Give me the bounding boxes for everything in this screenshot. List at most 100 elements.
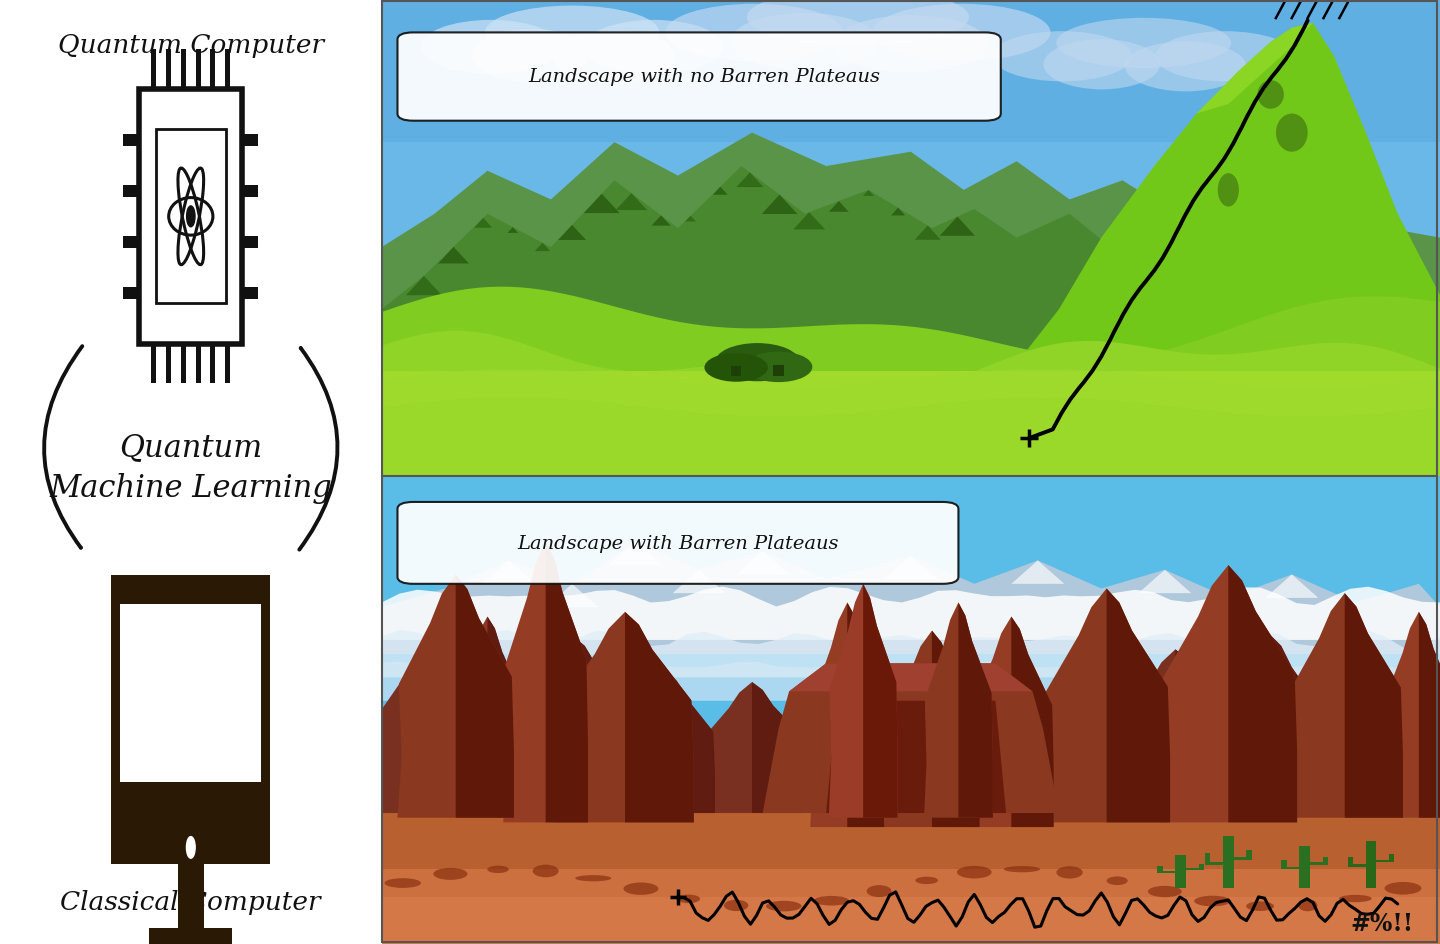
Polygon shape (914, 227, 940, 241)
Bar (196, 345, 200, 384)
Polygon shape (438, 247, 469, 264)
Polygon shape (762, 195, 798, 214)
Bar (181, 345, 186, 384)
Ellipse shape (1155, 32, 1295, 82)
Ellipse shape (916, 877, 937, 885)
Polygon shape (736, 173, 763, 188)
Bar (382, 372, 1440, 477)
Ellipse shape (1218, 174, 1238, 208)
Polygon shape (1011, 561, 1064, 584)
Ellipse shape (472, 29, 589, 83)
Bar (1175, 855, 1187, 888)
Bar (225, 50, 230, 90)
Polygon shape (700, 683, 805, 813)
Bar (732, 366, 742, 377)
Polygon shape (1382, 613, 1440, 818)
Polygon shape (811, 603, 884, 827)
Bar (1187, 868, 1204, 870)
Polygon shape (789, 664, 1032, 692)
Ellipse shape (485, 7, 660, 60)
Ellipse shape (1276, 114, 1308, 153)
Bar (1322, 857, 1328, 865)
Polygon shape (534, 244, 550, 252)
Ellipse shape (553, 31, 674, 85)
Polygon shape (884, 631, 979, 827)
Polygon shape (556, 613, 694, 822)
Text: Classical Computer: Classical Computer (60, 889, 321, 914)
Polygon shape (572, 635, 635, 813)
Polygon shape (482, 561, 536, 584)
Polygon shape (932, 24, 1440, 467)
Ellipse shape (1246, 902, 1274, 911)
Circle shape (716, 344, 799, 382)
Bar (382, 897, 1440, 944)
Polygon shape (1106, 589, 1171, 822)
Polygon shape (455, 575, 514, 818)
Polygon shape (1139, 570, 1191, 594)
Bar (1158, 866, 1162, 873)
Polygon shape (423, 649, 477, 813)
Ellipse shape (1148, 885, 1182, 897)
Bar (382, 869, 1440, 944)
Ellipse shape (1057, 867, 1083, 879)
Ellipse shape (583, 21, 723, 75)
Polygon shape (583, 194, 619, 214)
Polygon shape (1345, 594, 1403, 818)
Ellipse shape (1044, 41, 1161, 91)
Circle shape (187, 207, 194, 228)
Polygon shape (619, 673, 716, 813)
Bar (166, 50, 171, 90)
Polygon shape (382, 372, 1440, 417)
Ellipse shape (766, 901, 802, 911)
Bar (124, 237, 140, 249)
Bar (773, 366, 783, 377)
Ellipse shape (1057, 19, 1231, 69)
Polygon shape (382, 542, 1440, 654)
Ellipse shape (747, 0, 969, 46)
Ellipse shape (384, 878, 420, 888)
Bar (1390, 853, 1394, 862)
Polygon shape (1117, 649, 1234, 813)
Polygon shape (507, 228, 518, 234)
Polygon shape (1197, 24, 1313, 114)
Polygon shape (487, 617, 524, 813)
Polygon shape (1266, 575, 1318, 598)
Circle shape (186, 836, 196, 858)
FancyArrowPatch shape (300, 348, 337, 550)
Bar (242, 237, 258, 249)
Ellipse shape (1257, 81, 1284, 110)
Polygon shape (829, 202, 848, 212)
Polygon shape (504, 542, 588, 822)
Bar (1246, 851, 1251, 860)
Polygon shape (1418, 613, 1440, 818)
Bar (179, 864, 203, 928)
Ellipse shape (834, 16, 988, 74)
Polygon shape (1218, 635, 1323, 813)
Ellipse shape (665, 5, 842, 62)
Bar (121, 604, 261, 783)
Text: Landscape with no Barren Plateaus: Landscape with no Barren Plateaus (528, 68, 880, 86)
Polygon shape (752, 683, 805, 813)
Polygon shape (672, 570, 726, 594)
Polygon shape (829, 584, 897, 818)
Bar (1158, 871, 1175, 873)
Bar (150, 928, 232, 944)
Polygon shape (932, 631, 979, 827)
Polygon shape (474, 219, 492, 228)
Bar (382, 804, 1440, 944)
Polygon shape (559, 226, 586, 241)
Bar (111, 576, 271, 831)
FancyBboxPatch shape (397, 33, 1001, 122)
Ellipse shape (724, 900, 749, 911)
Bar (1348, 865, 1367, 867)
Bar (242, 185, 258, 197)
Polygon shape (1286, 594, 1403, 818)
Polygon shape (863, 191, 874, 196)
Ellipse shape (1384, 882, 1421, 895)
Bar (196, 50, 200, 90)
Bar (1348, 856, 1354, 867)
Bar (1299, 846, 1310, 888)
Ellipse shape (575, 875, 612, 882)
Ellipse shape (433, 868, 468, 880)
Polygon shape (1159, 565, 1297, 822)
